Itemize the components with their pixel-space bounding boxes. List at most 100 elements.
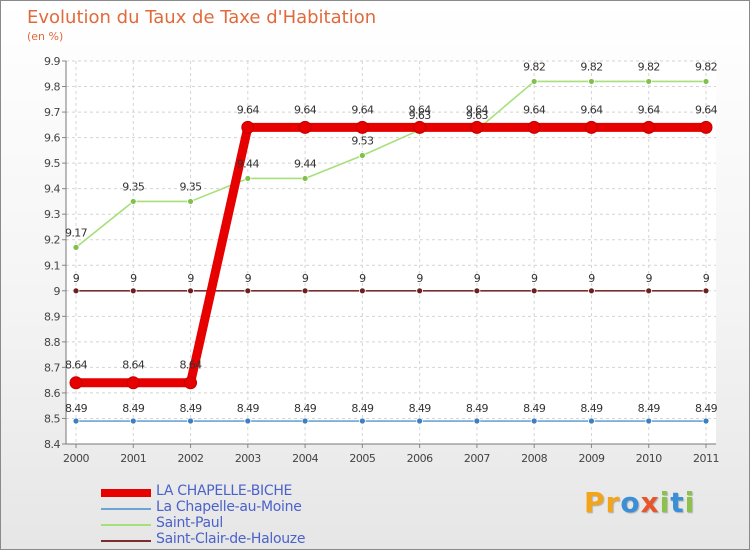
data-point [588, 417, 595, 425]
data-point [69, 376, 83, 390]
data-label: 9.17 [65, 226, 88, 239]
data-point [72, 417, 80, 425]
y-tick-label: 9 [54, 285, 61, 298]
y-tick-label: 9.9 [44, 55, 60, 68]
x-tick-label: 2001 [120, 452, 146, 465]
legend-swatch-saint-clair-de-halouze [101, 540, 151, 542]
data-label: 8.49 [179, 402, 202, 415]
logo-letter: i [684, 486, 696, 519]
data-point [530, 417, 538, 425]
data-point [416, 287, 424, 295]
y-tick-label: 9.4 [44, 183, 60, 196]
data-label: 9.44 [237, 157, 260, 170]
data-point [126, 376, 140, 390]
y-tick-label: 9.3 [44, 208, 60, 221]
y-tick-label: 8.8 [44, 336, 60, 349]
data-point [129, 287, 137, 295]
data-label: 9 [245, 272, 252, 285]
data-point [702, 417, 710, 425]
data-point [470, 120, 484, 134]
data-label: 9.64 [351, 103, 374, 116]
data-point [298, 120, 312, 134]
data-point [588, 287, 595, 295]
series-line-0 [76, 122, 706, 388]
data-label: 9.63 [466, 109, 489, 122]
x-tick-label: 2002 [178, 452, 204, 465]
data-point [187, 287, 194, 295]
y-tick-label: 9.2 [44, 234, 60, 247]
data-label: 8.49 [351, 402, 374, 415]
data-label: 9.44 [294, 157, 317, 170]
series-line-2 [75, 80, 706, 249]
data-label: 8.49 [466, 402, 489, 415]
data-label: 8.49 [409, 402, 432, 415]
x-tick-label: 2008 [521, 452, 547, 465]
data-label: 9.64 [237, 103, 260, 116]
data-label: 8.49 [580, 402, 603, 415]
data-point [301, 175, 309, 182]
x-tick-label: 2010 [636, 452, 662, 465]
data-label: 9.63 [409, 109, 432, 122]
data-point [244, 417, 252, 425]
data-label: 9.64 [695, 103, 718, 116]
data-label: 9 [73, 272, 80, 285]
legend-swatch-la-chapelle-biche [101, 489, 151, 497]
data-label: 9.64 [409, 103, 432, 116]
legend-label: LA CHAPELLE-BICHE [156, 483, 293, 499]
y-tick-label: 8.5 [44, 412, 60, 425]
data-point [358, 417, 366, 425]
logo-letter: o [620, 486, 641, 519]
y-tick-label: 8.7 [44, 361, 60, 374]
data-label: 9.64 [638, 103, 661, 116]
legend-label: Saint-Paul [156, 515, 223, 531]
chart-subtitle: (en %) [27, 30, 64, 43]
data-label: 8.64 [179, 359, 202, 372]
x-tick-label: 2009 [578, 452, 604, 465]
data-point [473, 287, 481, 295]
x-tick-label: 2000 [63, 452, 89, 465]
data-label: 9 [703, 272, 710, 285]
legend-label: Saint-Clair-de-Halouze [156, 531, 306, 547]
data-point [358, 287, 366, 295]
data-label: 9 [531, 272, 538, 285]
data-label: 9 [474, 272, 481, 285]
data-point [244, 287, 252, 295]
data-point [301, 417, 309, 425]
data-point [584, 120, 598, 134]
data-point [129, 198, 137, 205]
data-label: 9 [187, 272, 194, 285]
legend-label: La Chapelle-au-Moine [156, 499, 302, 515]
data-point [358, 152, 366, 159]
y-tick-label: 8.4 [44, 438, 60, 451]
data-point [413, 120, 427, 134]
data-point [527, 120, 541, 134]
x-tick-label: 2004 [292, 452, 318, 465]
data-label: 8.64 [65, 359, 88, 372]
y-tick-label: 8.6 [44, 387, 60, 400]
data-label: 9 [302, 272, 309, 285]
legend-swatch-saint-paul [101, 524, 151, 526]
y-tick-label: 9.8 [44, 81, 60, 94]
data-label: 8.49 [638, 402, 661, 415]
data-point [187, 198, 194, 205]
x-tick-label: 2007 [464, 452, 490, 465]
data-point [645, 417, 653, 425]
data-point [702, 78, 710, 85]
data-point [645, 78, 653, 85]
data-label: 8.64 [122, 359, 145, 372]
data-label: 9.82 [580, 60, 602, 73]
data-label: 8.49 [695, 402, 718, 415]
data-point [355, 120, 369, 134]
data-label: 8.49 [65, 402, 88, 415]
x-tick-label: 2011 [693, 452, 719, 465]
data-label: 9.64 [523, 103, 546, 116]
data-label: 9 [416, 272, 423, 285]
chart-title: Evolution du Taux de Taxe d'Habitation [27, 7, 377, 28]
data-label: 9.53 [351, 134, 374, 147]
data-point [241, 120, 255, 134]
logo-letter: x [640, 486, 660, 519]
data-label: 9 [588, 272, 595, 285]
data-point [72, 243, 80, 251]
